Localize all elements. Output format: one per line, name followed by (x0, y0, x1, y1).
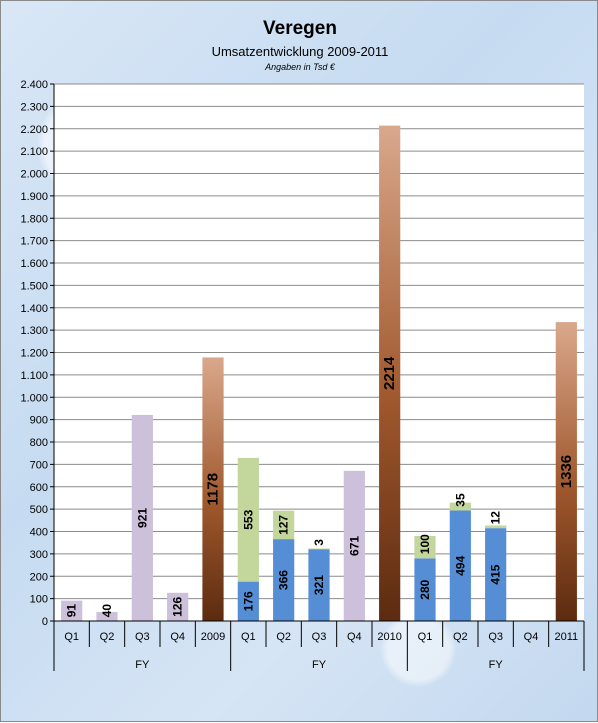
bar-segment (96, 612, 118, 621)
x-tick-label: Q4 (170, 631, 185, 643)
bar-segment (414, 558, 436, 621)
x-tick-label: Q4 (524, 631, 539, 643)
bar-segment (273, 510, 295, 540)
y-tick-label: 500 (30, 504, 48, 516)
y-tick-label: 1.000 (20, 392, 48, 404)
bar-segment (379, 125, 401, 622)
data-label: 126 (171, 597, 185, 617)
y-tick-label: 2.200 (20, 124, 48, 136)
bar-segment (485, 528, 507, 621)
y-tick-label: 100 (30, 594, 48, 606)
data-label: 100 (418, 534, 432, 554)
x-tick-label: Q3 (488, 631, 503, 643)
y-tick-label: 1.300 (20, 325, 48, 337)
bar-segment (308, 548, 330, 550)
data-label: 127 (277, 515, 291, 535)
y-tick-label: 300 (30, 549, 48, 561)
x-tick-label: 2009 (201, 631, 225, 643)
data-label: 321 (312, 575, 326, 595)
x-tick-label: Q1 (241, 631, 256, 643)
data-label: 1178 (205, 473, 222, 506)
y-tick-label: 400 (30, 527, 48, 539)
bar-segment (237, 581, 259, 621)
bar-segment (449, 510, 471, 621)
data-label: 280 (418, 579, 432, 599)
x-tick-label: 2010 (377, 631, 401, 643)
y-tick-label: 1.800 (20, 213, 48, 225)
data-label: 921 (135, 508, 149, 528)
x-tick-label: Q2 (453, 631, 468, 643)
data-label: 91 (65, 604, 79, 618)
bar-segment (167, 592, 189, 621)
y-tick-label: 1.700 (20, 236, 48, 248)
x-tick-label: Q4 (347, 631, 362, 643)
data-label: 415 (489, 564, 503, 584)
x-tick-label: 2011 (555, 631, 579, 643)
chart-note: Angaben in Tsd € (264, 62, 336, 72)
x-tick-label: Q2 (276, 631, 291, 643)
bar-segment (449, 502, 471, 511)
data-labels: 91 40 921 126 1178 176 553 366 127 321 3 671 2214 280… (65, 356, 575, 617)
y-tick-label: 1.600 (20, 258, 48, 270)
bar-segment (273, 539, 295, 621)
data-label: 3 (312, 539, 326, 546)
y-tick-label: 2.100 (20, 146, 48, 158)
y-tick-label: 1.400 (20, 303, 48, 315)
data-label: 2214 (381, 356, 398, 390)
bar-segment (485, 525, 507, 529)
y-tick-label: 1.100 (20, 370, 48, 382)
x-tick-label: Q3 (312, 631, 327, 643)
y-tick-label: 700 (30, 459, 48, 471)
bar-segment (555, 322, 577, 621)
data-label: 1336 (558, 455, 575, 488)
y-tick-label: 1.900 (20, 191, 48, 203)
data-label: 553 (241, 509, 255, 529)
chart-title: Veregen (263, 18, 337, 39)
x-tick-label: Q3 (135, 631, 150, 643)
y-tick-label: 600 (30, 482, 48, 494)
bar-segment (131, 414, 153, 621)
group-label: FY (489, 659, 504, 671)
x-tick-label: Q1 (418, 631, 433, 643)
data-label: 35 (453, 493, 467, 507)
bar-segment (202, 357, 224, 621)
data-label: 176 (241, 591, 255, 611)
data-label: 494 (453, 555, 467, 575)
data-label: 366 (277, 570, 291, 590)
y-tick-label: 800 (30, 437, 48, 449)
bars (61, 125, 577, 622)
chart-subtitle: Umsatzentwicklung 2009-2011 (212, 44, 389, 59)
bar-segment (61, 600, 83, 621)
y-tick-label: 1.500 (20, 280, 48, 292)
x-tick-label: Q2 (100, 631, 115, 643)
group-label: FY (312, 659, 327, 671)
x-tick-label: Q1 (64, 631, 79, 643)
group-label: FY (135, 659, 150, 671)
data-label: 671 (347, 536, 361, 556)
axes: 0 100 200 300 400 500 600 700 800 900 1.000 1.100 1.… (20, 79, 585, 671)
bar-segment (343, 470, 365, 621)
bar-segment (414, 535, 436, 559)
data-label: 12 (489, 511, 503, 525)
data-label: 40 (100, 604, 114, 618)
y-tick-label: 2.400 (20, 79, 48, 91)
y-tick-label: 1.200 (20, 348, 48, 360)
bar-segment (308, 549, 330, 621)
y-tick-label: 2.300 (20, 101, 48, 113)
y-tick-label: 900 (30, 415, 48, 427)
y-tick-label: 200 (30, 571, 48, 583)
y-tick-label: 0 (42, 616, 48, 628)
bar-segment (237, 457, 259, 582)
y-tick-label: 2.000 (20, 169, 48, 181)
